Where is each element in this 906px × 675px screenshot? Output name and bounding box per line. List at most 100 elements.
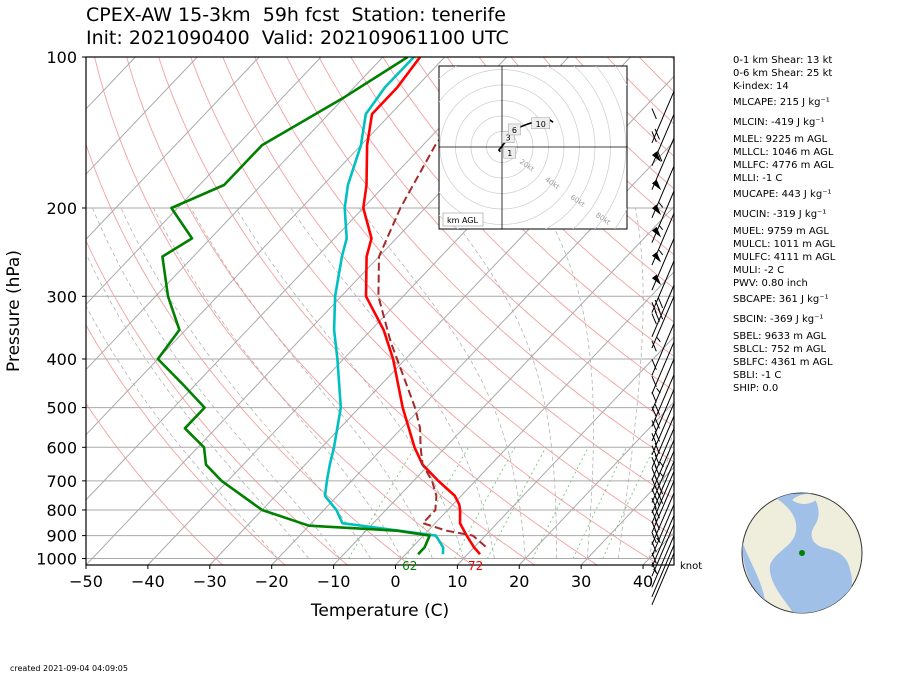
chart-title: CPEX-AW 15-3km 59h fcst Station: tenerif…: [86, 4, 506, 26]
moist-adiabat: [153, 207, 402, 559]
stat-line: MUEL: 9759 m AGL: [733, 226, 829, 237]
x-tick-label: −20: [255, 572, 289, 591]
hodograph-height-label: 10: [536, 120, 546, 129]
dry-adiabat: [86, 402, 224, 565]
y-tick-label: 500: [46, 399, 77, 418]
chart-subtitle: Init: 2021090400 Valid: 2021090611​00 UT…: [86, 27, 509, 49]
mixing-ratio-line: [572, 447, 627, 559]
y-tick-label: 900: [46, 527, 77, 546]
mixing-ratio-line: [486, 447, 547, 559]
x-tick-label: 20: [509, 572, 529, 591]
surface-dewpoint-label: 62: [402, 559, 417, 573]
stat-line: K-index: 14: [733, 81, 789, 92]
stat-line: MLEL: 9225 m AGL: [733, 134, 828, 145]
isotherm: [86, 57, 508, 501]
wind-barb: [651, 492, 675, 545]
hodograph-height-label: 3: [506, 134, 511, 143]
stat-line: MLCIN: -419 J kg⁻¹: [733, 117, 825, 128]
x-tick-label: 40: [633, 572, 653, 591]
hodograph-height-box: [508, 123, 521, 136]
moisture-profile: [156, 57, 431, 556]
mixing-ratio-line: [454, 447, 516, 559]
dewpoint-profile: [323, 57, 445, 555]
y-tick-label: 600: [46, 438, 77, 457]
pacific-ocean: [742, 540, 765, 600]
stat-line: SHIP: 0.0: [733, 383, 779, 394]
plot-frame: [85, 56, 675, 566]
dry-adiabat: [158, 57, 598, 565]
y-tick-label: 1000: [36, 550, 77, 569]
dry-adiabat: [286, 57, 674, 463]
stat-line: MLLCL: 1046 m AGL: [733, 147, 834, 158]
wind-barb: [651, 480, 675, 533]
stat-line: PWV: 0.80 inch: [733, 278, 808, 289]
dry-adiabat: [350, 57, 674, 392]
stat-line: SBCAPE: 361 J kg⁻¹: [733, 294, 829, 305]
wind-barb: [651, 284, 675, 338]
hodograph-height-box: [503, 146, 516, 159]
wind-barb: [651, 415, 675, 469]
moist-adiabat: [86, 305, 279, 559]
x-axis-label: Temperature (C): [310, 601, 449, 621]
dry-adiabat: [86, 324, 286, 565]
x-tick-label: −30: [193, 572, 227, 591]
greenland: [792, 494, 818, 504]
stat-line: MULI: -2 C: [733, 265, 785, 276]
created-timestamp: created 2021-09-04 04:09:05: [10, 664, 128, 673]
wind-barb: [651, 535, 675, 588]
isotherm: [395, 271, 674, 565]
wind-barbs: knot: [651, 91, 702, 605]
wind-barb: [651, 323, 675, 376]
y-tick-label: 800: [46, 501, 77, 520]
stat-line: MULFC: 4111 m AGL: [733, 252, 836, 263]
x-tick-label: −40: [131, 572, 165, 591]
wind-barb: [651, 358, 675, 411]
wind-barb: [651, 190, 675, 243]
isotherm: [457, 336, 674, 565]
isotherm: [86, 57, 322, 306]
hodograph-height-label: 6: [512, 126, 517, 135]
moist-adiabat: [648, 422, 674, 559]
isotherm: [86, 57, 384, 371]
dry-adiabat: [382, 57, 674, 357]
dry-adiabat: [126, 57, 536, 565]
hodograph-unit-box: [442, 212, 484, 227]
stat-line: SBLCL: 752 m AGL: [733, 344, 827, 355]
moist-adiabat: [290, 207, 495, 559]
wind-barb: [651, 402, 675, 456]
x-tick-label: 30: [571, 572, 591, 591]
wind-barb: [651, 260, 675, 313]
hodograph-height-label: 1: [507, 149, 512, 158]
moist-adiabat: [542, 207, 594, 559]
stat-line: MLLI: -1 C: [733, 173, 783, 184]
atlantic-ocean: [769, 493, 852, 613]
y-tick-label: 400: [46, 350, 77, 369]
x-tick-label: 10: [447, 572, 467, 591]
y-tick-label: 300: [46, 287, 77, 306]
hodograph-unit-label: km AGL: [447, 216, 479, 225]
wind-barb: [651, 113, 675, 167]
dry-adiabat: [94, 57, 473, 565]
hodograph-height-box: [531, 117, 550, 129]
parcel-profile: [377, 77, 488, 549]
moist-adiabat: [444, 207, 557, 559]
dry-adiabat: [446, 57, 674, 289]
dry-adiabat: [318, 57, 674, 427]
isotherm: [86, 57, 446, 436]
x-tick-label: −10: [317, 572, 351, 591]
station-marker: [799, 550, 805, 556]
profile-lines: [156, 57, 488, 556]
y-tick-label: 100: [46, 48, 77, 67]
stat-line: SBLI: -1 C: [733, 370, 782, 381]
wind-unit-label: knot: [680, 561, 702, 572]
isotherm: [86, 57, 198, 175]
y-axis-label: Pressure (hPa): [4, 250, 24, 372]
dry-adiabat: [254, 57, 674, 500]
x-tick-label: 0: [390, 572, 400, 591]
mixing-ratio-line: [602, 447, 655, 559]
isotherm: [333, 205, 674, 565]
isotherm: [86, 57, 260, 240]
